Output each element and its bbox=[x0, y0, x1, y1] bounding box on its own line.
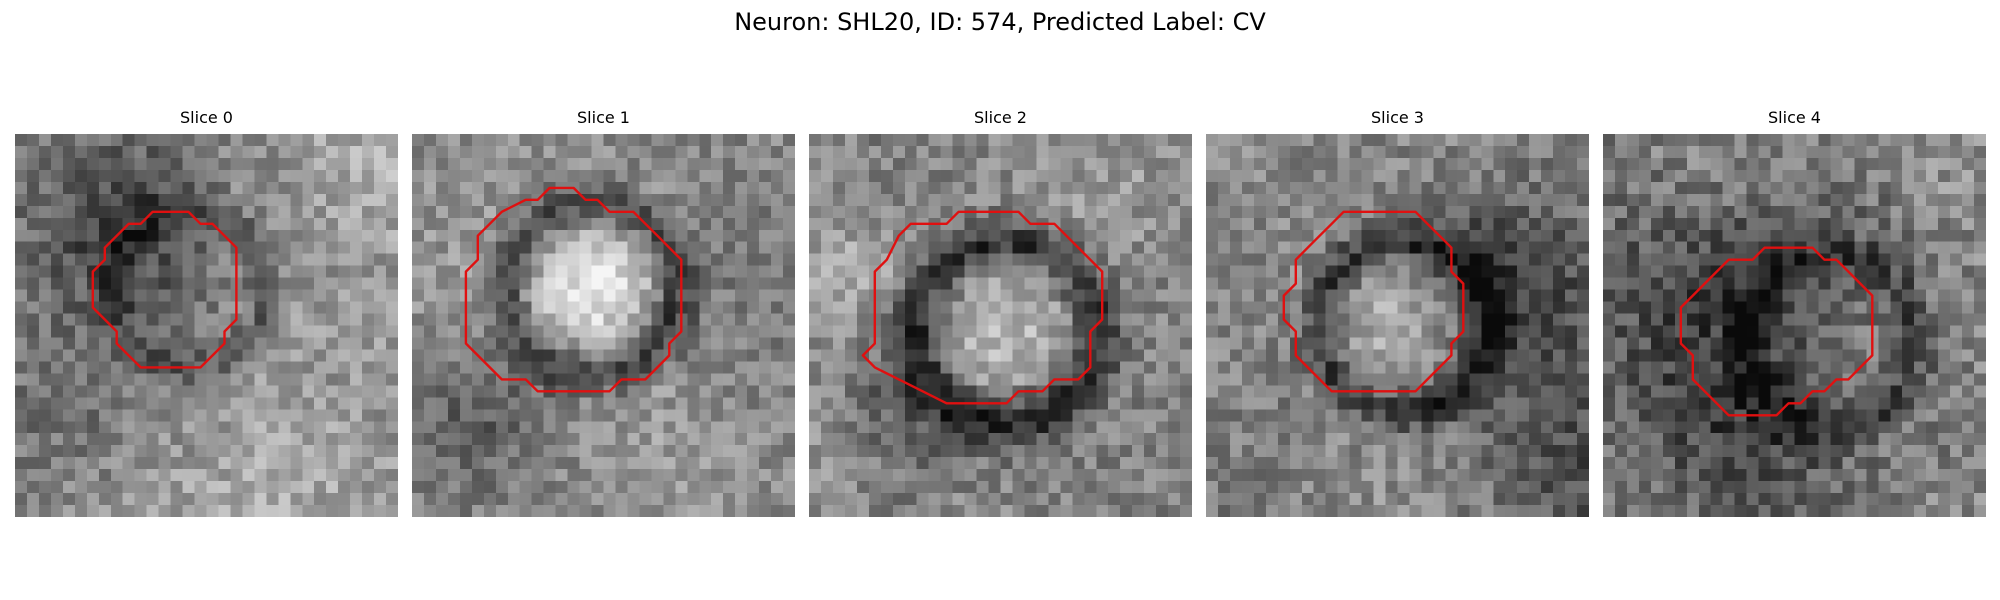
microscopy-slice-image bbox=[1603, 134, 1986, 517]
grayscale-pixel-grid bbox=[412, 134, 795, 517]
slice-panel-2: Slice 2 bbox=[809, 108, 1192, 517]
neuron-outline bbox=[464, 186, 683, 393]
slice-panel-0: Slice 0 bbox=[15, 108, 398, 517]
microscopy-slice-image bbox=[412, 134, 795, 517]
neuron-outline bbox=[1679, 246, 1874, 417]
microscopy-slice-image bbox=[809, 134, 1192, 517]
slice-panel-1: Slice 1 bbox=[412, 108, 795, 517]
microscopy-slice-image bbox=[1206, 134, 1589, 517]
slice-title: Slice 2 bbox=[974, 108, 1027, 127]
neuron-outline bbox=[91, 210, 238, 369]
slice-title: Slice 4 bbox=[1768, 108, 1821, 127]
slice-title: Slice 3 bbox=[1371, 108, 1424, 127]
grayscale-pixel-grid bbox=[15, 134, 398, 517]
microscopy-slice-image bbox=[15, 134, 398, 517]
grayscale-pixel-grid bbox=[1603, 134, 1986, 517]
figure-title: Neuron: SHL20, ID: 574, Predicted Label:… bbox=[734, 8, 1266, 36]
slice-panel-3: Slice 3 bbox=[1206, 108, 1589, 517]
slice-panel-4: Slice 4 bbox=[1603, 108, 1986, 517]
slice-title: Slice 1 bbox=[577, 108, 630, 127]
slice-title: Slice 0 bbox=[180, 108, 233, 127]
grayscale-pixel-grid bbox=[809, 134, 1192, 517]
neuron-outline bbox=[861, 210, 1104, 405]
neuron-outline bbox=[1282, 210, 1465, 393]
grayscale-pixel-grid bbox=[1206, 134, 1589, 517]
